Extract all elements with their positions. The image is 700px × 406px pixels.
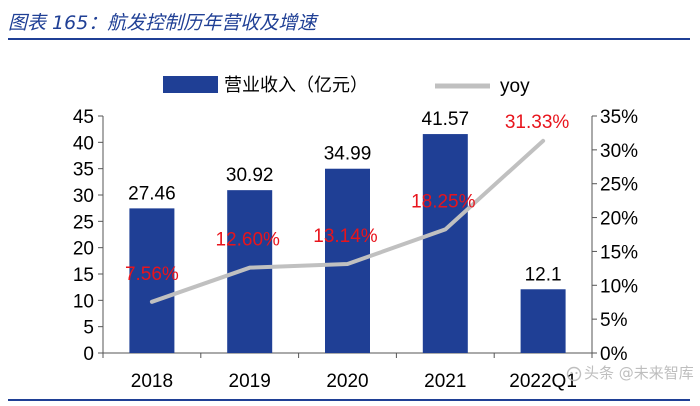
legend-revenue-swatch (163, 76, 218, 93)
left-tick-label: 25 (73, 212, 94, 233)
revenue-bar (422, 134, 468, 353)
left-tick-label: 45 (73, 107, 94, 128)
figure-title: 图表 165：航发控制历年营收及增速 (8, 12, 317, 34)
watermark-text: 头条 @未来智库 (584, 364, 694, 382)
yoy-value-label: 12.60% (215, 230, 280, 251)
right-tick-label: 25% (600, 175, 638, 196)
left-tick-label: 40 (73, 133, 94, 154)
x-tick-label: 2022Q1 (509, 371, 577, 392)
revenue-value-label: 41.57 (422, 109, 470, 130)
revenue-value-label: 34.99 (324, 144, 372, 165)
legend-yoy-label: yoy (500, 76, 530, 97)
chart-legend: 营业收入（亿元） yoy (163, 75, 530, 97)
left-tick-label: 20 (73, 239, 94, 260)
left-tick-label: 30 (73, 186, 94, 207)
left-tick-label: 5 (83, 318, 94, 339)
yoy-line (149, 138, 546, 304)
watermark-logo-icon (566, 366, 582, 381)
x-tick-label: 2019 (229, 371, 271, 392)
revenue-bar (325, 168, 370, 353)
right-tick-label: 15% (600, 242, 638, 263)
chart-axes: 0 5 10 15 20 25 30 35 40 45 0% 5% 10% 15% 20% 25% 30% 35%… (73, 107, 638, 392)
left-tick-label: 0 (83, 344, 94, 365)
revenue-value-label: 30.92 (226, 165, 274, 186)
left-tick-label: 10 (73, 291, 94, 312)
revenue-bar (520, 289, 566, 353)
right-tick-label: 35% (600, 107, 638, 128)
yoy-value-label: 31.33% (505, 112, 570, 133)
legend-revenue-label: 营业收入（亿元） (224, 75, 368, 95)
right-tick-label: 10% (600, 276, 638, 297)
right-tick-label: 30% (600, 141, 638, 162)
x-tick-label: 2021 (424, 371, 466, 392)
right-tick-label: 0% (600, 344, 628, 365)
x-tick-label: 2018 (131, 371, 173, 392)
watermark: 头条 @未来智库 (566, 362, 694, 383)
bottom-divider (8, 399, 690, 401)
yoy-value-label: 18.25% (411, 191, 476, 212)
yoy-value-label: 13.14% (313, 226, 378, 247)
revenue-bar (129, 208, 175, 353)
title-divider (8, 38, 690, 40)
x-tick-label: 2020 (326, 371, 368, 392)
left-tick-label: 15 (73, 265, 94, 286)
left-tick-label: 35 (73, 160, 94, 181)
yoy-line-path (149, 138, 546, 304)
yoy-value-label: 7.56% (125, 264, 179, 285)
revenue-value-label: 12.1 (525, 264, 562, 285)
data-labels: 27.46 30.92 34.99 41.57 12.1 7.56% 12.60% 13.14… (125, 109, 569, 285)
right-tick-label: 5% (600, 310, 628, 331)
revenue-value-label: 27.46 (128, 183, 176, 204)
right-tick-label: 20% (600, 209, 638, 230)
